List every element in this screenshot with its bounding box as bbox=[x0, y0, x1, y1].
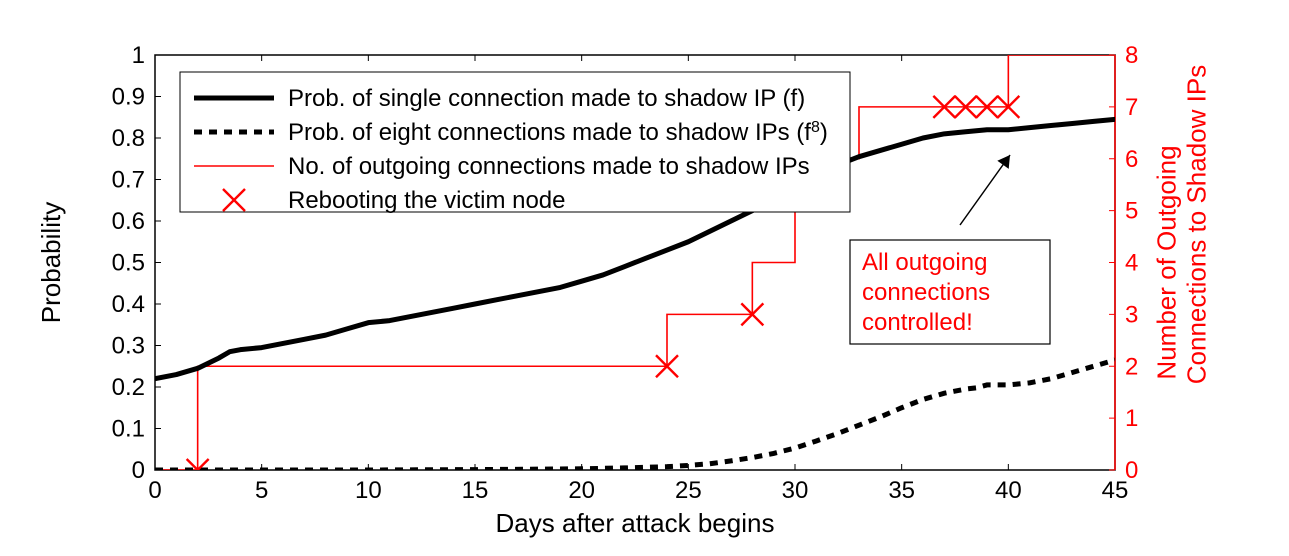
y-left-tick-label: 0.7 bbox=[112, 167, 145, 194]
x-tick-label: 40 bbox=[995, 477, 1022, 504]
y-left-tick-label: 0.3 bbox=[112, 333, 145, 360]
x-tick-label: 30 bbox=[782, 477, 809, 504]
y-right-tick-label: 8 bbox=[1125, 42, 1138, 69]
x-tick-label: 5 bbox=[255, 477, 268, 504]
y-right-tick-label: 1 bbox=[1125, 405, 1138, 432]
y-left-tick-label: 1 bbox=[132, 42, 145, 69]
x-tick-label: 15 bbox=[462, 477, 489, 504]
x-axis-label: Days after attack begins bbox=[496, 508, 775, 538]
y-right-tick-label: 3 bbox=[1125, 301, 1138, 328]
x-tick-label: 10 bbox=[355, 477, 382, 504]
y-left-tick-label: 0.4 bbox=[112, 291, 145, 318]
y-left-axis-label: Probability bbox=[36, 202, 66, 323]
y-left-tick-label: 0.5 bbox=[112, 250, 145, 277]
y-left-tick-label: 0.1 bbox=[112, 416, 145, 443]
y-right-tick-label: 2 bbox=[1125, 353, 1138, 380]
y-left-tick-label: 0.6 bbox=[112, 208, 145, 235]
y-right-tick-label: 5 bbox=[1125, 198, 1138, 225]
y-left-tick-label: 0.8 bbox=[112, 125, 145, 152]
x-tick-label: 25 bbox=[675, 477, 702, 504]
y-right-tick-label: 4 bbox=[1125, 250, 1138, 277]
y-left-tick-label: 0.9 bbox=[112, 84, 145, 111]
y-right-tick-label: 7 bbox=[1125, 94, 1138, 121]
x-tick-label: 35 bbox=[888, 477, 915, 504]
y-left-tick-label: 0.2 bbox=[112, 374, 145, 401]
x-tick-label: 20 bbox=[568, 477, 595, 504]
legend-outgoing-label: No. of outgoing connections made to shad… bbox=[288, 153, 810, 180]
x-tick-label: 0 bbox=[148, 477, 161, 504]
legend-f-label: Prob. of single connection made to shado… bbox=[288, 85, 805, 112]
legend-reboot-label: Rebooting the victim node bbox=[288, 187, 566, 214]
annotation-text: All outgoingconnectionscontrolled! bbox=[862, 249, 990, 336]
y-right-tick-label: 0 bbox=[1125, 457, 1138, 484]
y-right-tick-label: 6 bbox=[1125, 146, 1138, 173]
y-left-tick-label: 0 bbox=[132, 457, 145, 484]
eclipse-attack-chart: 05101520253035404500.10.20.30.40.50.60.7… bbox=[0, 0, 1289, 556]
legend-f8-label: Prob. of eight connections made to shado… bbox=[288, 119, 828, 147]
